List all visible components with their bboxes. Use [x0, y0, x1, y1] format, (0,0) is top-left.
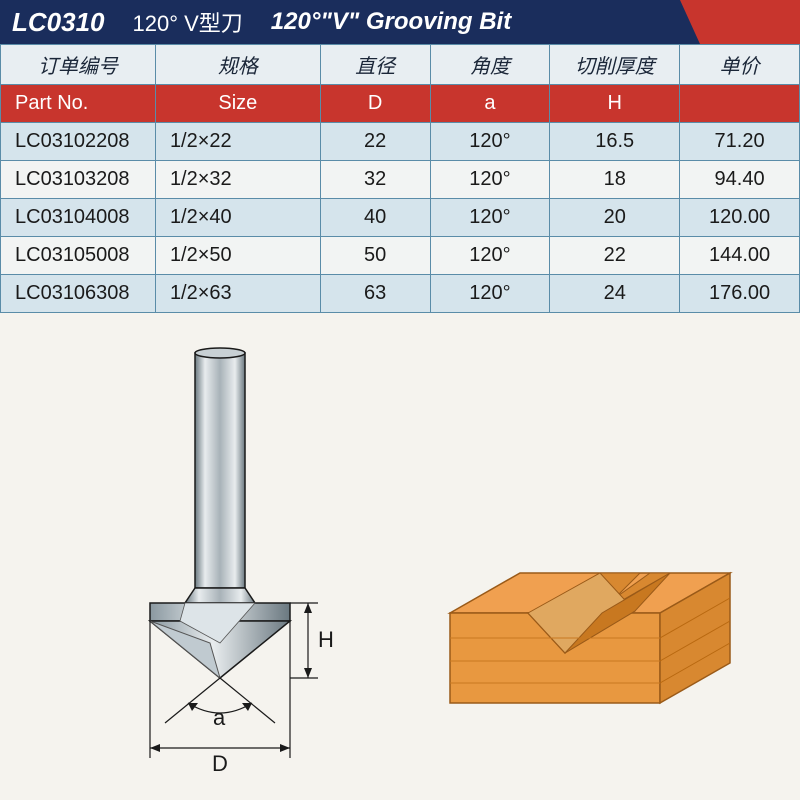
col-header-cn-partno: 订单编号	[1, 45, 156, 85]
col-header-cn-h: 切削厚度	[550, 45, 680, 85]
col-header-cn-size: 规格	[155, 45, 320, 85]
table-cell: 94.40	[680, 161, 800, 199]
table-cell: LC03106308	[1, 275, 156, 313]
table-cell: 1/2×22	[155, 123, 320, 161]
table-cell: 176.00	[680, 275, 800, 313]
col-header-en-a: a	[430, 85, 550, 123]
table-row: LC031063081/2×6363120°24176.00	[1, 275, 800, 313]
table-cell: 144.00	[680, 237, 800, 275]
table-cell: 71.20	[680, 123, 800, 161]
table-cell: 120°	[430, 161, 550, 199]
col-header-en-price	[680, 85, 800, 123]
chinese-title: 120° V型刀	[133, 6, 243, 38]
col-header-en-size: Size	[155, 85, 320, 123]
table-cell: 50	[320, 237, 430, 275]
title-bar: LC0310 120° V型刀 120°"V" Grooving Bit	[0, 0, 800, 44]
dim-label-d: D	[212, 751, 228, 773]
spec-table-body: LC031022081/2×2222120°16.571.20LC0310320…	[1, 123, 800, 313]
spec-table: 订单编号 规格 直径 角度 切削厚度 单价 Part No. Size D a …	[0, 44, 800, 313]
table-cell: 120°	[430, 123, 550, 161]
table-row: LC031050081/2×5050120°22144.00	[1, 237, 800, 275]
table-cell: 1/2×50	[155, 237, 320, 275]
table-cell: LC03105008	[1, 237, 156, 275]
table-cell: 1/2×32	[155, 161, 320, 199]
wood-groove-diagram	[410, 543, 770, 743]
table-cell: 22	[320, 123, 430, 161]
table-row: LC031022081/2×2222120°16.571.20	[1, 123, 800, 161]
col-header-en-h: H	[550, 85, 680, 123]
table-cell: 20	[550, 199, 680, 237]
table-cell: LC03102208	[1, 123, 156, 161]
table-cell: 1/2×40	[155, 199, 320, 237]
col-header-en-partno: Part No.	[1, 85, 156, 123]
table-row: LC031040081/2×4040120°20120.00	[1, 199, 800, 237]
header-row-en: Part No. Size D a H	[1, 85, 800, 123]
table-cell: 120.00	[680, 199, 800, 237]
table-cell: 120°	[430, 199, 550, 237]
table-cell: LC03103208	[1, 161, 156, 199]
router-bit-diagram: H a D	[90, 343, 370, 773]
table-cell: 120°	[430, 275, 550, 313]
english-title: 120°"V" Grooving Bit	[271, 8, 511, 36]
table-cell: 16.5	[550, 123, 680, 161]
col-header-en-d: D	[320, 85, 430, 123]
col-header-cn-price: 单价	[680, 45, 800, 85]
table-cell: 63	[320, 275, 430, 313]
spec-table-wrap: 订单编号 规格 直径 角度 切削厚度 单价 Part No. Size D a …	[0, 44, 800, 313]
diagram-area: H a D	[0, 333, 800, 783]
table-cell: 1/2×63	[155, 275, 320, 313]
dim-label-a: a	[213, 705, 226, 730]
product-code: LC0310	[12, 7, 105, 38]
col-header-cn-d: 直径	[320, 45, 430, 85]
table-row: LC031032081/2×3232120°1894.40	[1, 161, 800, 199]
header-row-cn: 订单编号 规格 直径 角度 切削厚度 单价	[1, 45, 800, 85]
table-cell: 18	[550, 161, 680, 199]
col-header-cn-a: 角度	[430, 45, 550, 85]
table-cell: LC03104008	[1, 199, 156, 237]
table-cell: 22	[550, 237, 680, 275]
title-red-accent	[700, 0, 800, 44]
table-cell: 32	[320, 161, 430, 199]
table-cell: 40	[320, 199, 430, 237]
title-navy-section: LC0310 120° V型刀 120°"V" Grooving Bit	[0, 0, 700, 44]
table-cell: 120°	[430, 237, 550, 275]
dim-label-h: H	[318, 627, 334, 652]
table-cell: 24	[550, 275, 680, 313]
